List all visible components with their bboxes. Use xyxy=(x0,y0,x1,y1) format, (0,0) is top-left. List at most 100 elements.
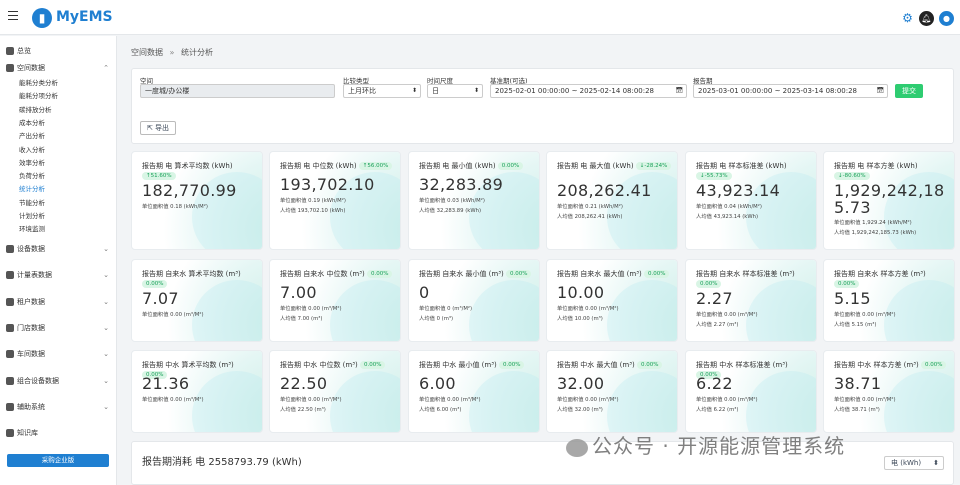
stat-value: 7.07 xyxy=(142,289,179,308)
stat-card-title: 报告期 电 中位数 (kWh) ↑56.00% xyxy=(280,161,398,171)
sidebar-group[interactable]: 门店数据 ⌄ xyxy=(6,323,111,333)
per-area-value: 单位面积值 0.00 (m³/M²) xyxy=(834,312,896,318)
chevron-down-icon: ⌄ xyxy=(103,245,109,253)
per-area-value: 单位面积值 0.19 (kWh/M²) xyxy=(280,198,346,204)
group-icon xyxy=(6,429,14,438)
change-badge: 0.00% xyxy=(921,361,947,369)
sidebar-group[interactable]: 车间数据 ⌄ xyxy=(6,349,111,359)
settings-icon[interactable]: ⚙ xyxy=(902,11,913,25)
sidebar-group[interactable]: 设备数据 ⌄ xyxy=(6,244,111,254)
change-badge: ↑56.00% xyxy=(358,162,393,170)
stat-card-title: 报告期 中水 样本标准差 (m³) 0.00% xyxy=(696,361,788,379)
total-consumption-panel: 报告期消耗 电 2558793.79 (kWh) 电 (kWh) ⬍ xyxy=(131,441,954,485)
change-badge: ↓-28.24% xyxy=(635,162,672,170)
breadcrumb-parent[interactable]: 空间数据 xyxy=(131,48,163,57)
compare-type-select[interactable]: 上月环比 ⬍ xyxy=(343,84,421,98)
stat-value: 21.36 xyxy=(142,374,190,393)
sidebar-subitem[interactable]: 节能分析 xyxy=(19,198,45,207)
sidebar-item[interactable]: 总览 xyxy=(6,46,111,56)
sidebar-subitem[interactable]: 计划分析 xyxy=(19,212,45,220)
stat-card: 报告期 中水 最小值 (m³) 0.00% 6.00 单位面积值 0.00 (m³/… xyxy=(408,350,540,433)
export-icon: ⇱ xyxy=(146,124,156,132)
stat-card-title: 报告期 自来水 最大值 (m³) 0.00% xyxy=(557,269,675,279)
per-capita-value: 人均值 32,283.89 (kWh) xyxy=(419,208,482,214)
sidebar-subitem[interactable]: 收入分析 xyxy=(19,145,45,154)
per-area-value: 单位面积值 0.18 (kWh/M²) xyxy=(142,204,208,210)
stat-value: 10.00 xyxy=(557,283,605,302)
sidebar-subitem[interactable]: 能耗分项分析 xyxy=(19,92,58,101)
sidebar-group[interactable]: 计量表数据 ⌄ xyxy=(6,270,111,280)
sidebar-item[interactable]: 空间数据 ⌃ xyxy=(6,63,111,73)
per-capita-value: 人均值 6.22 (m³) xyxy=(696,407,739,413)
per-capita-value: 人均值 208,262.41 (kWh) xyxy=(557,214,623,220)
change-badge: ↓-80.60% xyxy=(834,172,870,180)
sidebar-subitem[interactable]: 能耗分类分析 xyxy=(19,79,58,87)
change-badge: 0.00% xyxy=(142,280,168,288)
sidebar-group[interactable]: 辅助系统 ⌄ xyxy=(6,402,111,412)
notification-icon[interactable]: 🔔︎ xyxy=(919,11,934,26)
per-capita-value: 人均值 2.27 (m³) xyxy=(696,322,739,328)
stat-value: 0 xyxy=(419,283,430,302)
stat-card-title: 报告期 中水 样本方差 (m³) 0.00% xyxy=(834,360,952,370)
stat-card: 报告期 自来水 中位数 (m³) 0.00% 7.00 单位面积值 0.00 (m³… xyxy=(269,259,401,342)
stat-card-title: 报告期 中水 最大值 (m³) 0.00% xyxy=(557,360,675,370)
per-capita-value: 人均值 43,923.14 (kWh) xyxy=(696,214,759,220)
calendar-icon: 📅︎ xyxy=(876,87,884,94)
group-icon xyxy=(6,402,14,411)
change-badge: 0.00% xyxy=(497,162,524,170)
energy-select[interactable]: 电 (kWh) ⬍ xyxy=(884,456,944,470)
stat-card: 报告期 中水 样本方差 (m³) 0.00% 38.71 单位面积值 0.00 (m… xyxy=(823,350,955,433)
app-logo-text[interactable]: MyEMS xyxy=(56,9,113,25)
sidebar-group[interactable]: 组合设备数据 ⌄ xyxy=(6,376,111,386)
compare-type-label: 比较类型 xyxy=(343,77,369,85)
sidebar: 总览空间数据 ⌃ 能耗分类分析 能耗分项分析 碳排放分析成本分析产出分析收入分析效率分析… xyxy=(0,36,117,485)
change-badge: ↓-55.73% xyxy=(696,172,732,180)
stat-value: 32.00 xyxy=(557,374,605,393)
change-badge: 0.00% xyxy=(644,270,670,278)
group-icon xyxy=(6,350,14,359)
period-type-select[interactable]: 日 ⬍ xyxy=(427,84,483,98)
base-period-input[interactable]: 2025-02-01 00:00:00 ~ 2025-02-14 08:00:2… xyxy=(490,84,687,98)
sidebar-subitem[interactable]: 碳排放分析 xyxy=(19,105,52,114)
group-icon xyxy=(6,271,14,280)
stat-card-title: 报告期 电 最大值 (kWh) ↓-28.24% xyxy=(557,161,675,171)
per-area-value: 单位面积值 0.00 (m³/M²) xyxy=(419,397,481,403)
sidebar-subitem[interactable]: 环境监测 xyxy=(19,225,45,234)
chevron-down-icon: ⌄ xyxy=(103,323,109,332)
stat-card: 报告期 电 样本标准差 (kWh) ↓-55.73% 43,923.14 单位面积值… xyxy=(685,151,817,250)
group-icon xyxy=(6,376,14,385)
sidebar-group[interactable]: 知识库 xyxy=(6,428,111,438)
export-button[interactable]: ⇱ 导出 xyxy=(140,121,176,135)
stat-card: 报告期 中水 中位数 (m³) 0.00% 22.50 单位面积值 0.00 (m³… xyxy=(269,350,401,433)
sidebar-subitem[interactable]: 产出分析 xyxy=(19,132,45,141)
change-badge: 0.00% xyxy=(142,371,168,379)
stat-card-title: 报告期 自来水 样本方差 (m³) 0.00% xyxy=(834,270,926,288)
sidebar-subitem[interactable]: 负荷分析 xyxy=(19,172,45,181)
logo-icon[interactable]: ▮ xyxy=(32,8,52,28)
per-area-value: 单位面积值 0.00 (m³/M²) xyxy=(834,397,896,403)
breadcrumb-current: 统计分析 xyxy=(181,48,213,57)
sidebar-subitem[interactable]: 效率分析 xyxy=(19,158,45,167)
report-period-label: 报告期 xyxy=(693,77,713,85)
stat-card: 报告期 中水 样本标准差 (m³) 0.00% 6.22 单位面积值 0.00 (m… xyxy=(685,350,817,433)
sidebar-subitem[interactable]: 统计分析 xyxy=(19,185,45,194)
user-icon[interactable]: ● xyxy=(939,11,954,26)
submit-button[interactable]: 提交 xyxy=(895,84,923,98)
per-capita-value: 人均值 1,929,242,185.73 (kWh) xyxy=(834,230,917,236)
chevron-down-icon: ⌄ xyxy=(103,271,109,280)
sidebar-subitem[interactable]: 成本分析 xyxy=(19,118,45,127)
report-period-input[interactable]: 2025-03-01 00:00:00 ~ 2025-03-14 08:00:2… xyxy=(693,84,888,98)
buy-enterprise-button[interactable]: 采购企业版 xyxy=(7,454,109,467)
filter-panel: 空间 一度城/办公楼 比较类型 上月环比 ⬍ 时间尺度 日 ⬍ 基准期(可选) 20… xyxy=(131,68,954,144)
change-badge: 0.00% xyxy=(367,270,393,278)
sidebar-group[interactable]: 租户数据 ⌄ xyxy=(6,297,111,307)
per-area-value: 单位面积值 0.00 (m³/M²) xyxy=(142,397,204,403)
stat-value: 208,262.41 xyxy=(557,181,652,200)
per-capita-value: 人均值 193,702.10 (kWh) xyxy=(280,208,346,214)
per-area-value: 单位面积值 0.03 (kWh/M²) xyxy=(419,198,485,204)
stat-card-title: 报告期 自来水 算术平均数 (m³) 0.00% xyxy=(142,270,241,288)
per-capita-value: 人均值 10.00 (m³) xyxy=(557,316,603,322)
stat-card-title: 报告期 电 样本方差 (kWh) ↓-80.60% xyxy=(834,162,918,180)
menu-icon[interactable] xyxy=(8,11,18,20)
space-input[interactable]: 一度城/办公楼 xyxy=(140,84,335,98)
